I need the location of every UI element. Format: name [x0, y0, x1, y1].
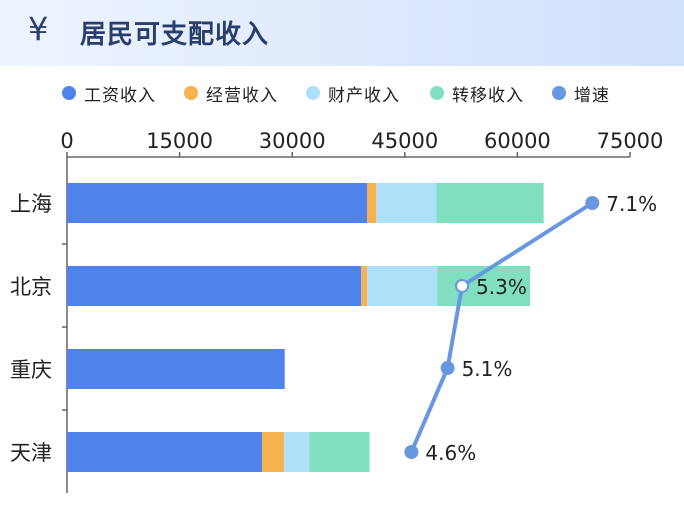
- bar-transfer: [436, 183, 544, 223]
- legend-swatch-business: [184, 86, 198, 100]
- growth-point: [404, 445, 419, 459]
- bar-property: [376, 183, 437, 223]
- growth-data-label: 4.6%: [425, 441, 476, 465]
- legend: 工资收入 经营收入 财产收入 转移收入 增速: [0, 78, 684, 108]
- bar-wage: [67, 349, 285, 389]
- legend-item-property: 财产收入: [306, 78, 400, 108]
- x-tick-label: 0: [60, 129, 73, 153]
- yen-icon: ¥: [28, 10, 49, 48]
- x-tick-label: 45000: [371, 129, 438, 153]
- bar-business: [367, 183, 377, 223]
- y-category-label: 北京: [10, 275, 52, 299]
- growth-point: [440, 361, 455, 375]
- legend-label-property: 财产收入: [328, 85, 400, 106]
- x-tick-label: 30000: [259, 129, 326, 153]
- bar-property: [367, 266, 438, 306]
- bar-business: [262, 432, 284, 472]
- legend-item-wage: 工资收入: [62, 78, 156, 108]
- y-category-label: 重庆: [10, 358, 52, 382]
- growth-data-label: 5.1%: [462, 357, 513, 381]
- legend-label-growth: 增速: [574, 85, 610, 106]
- growth-data-label: 7.1%: [606, 192, 657, 216]
- legend-item-business: 经营收入: [184, 78, 278, 108]
- header-bar: ¥ 居民可支配收入: [0, 0, 684, 66]
- legend-label-business: 经营收入: [206, 85, 278, 106]
- legend-swatch-property: [306, 86, 320, 100]
- legend-swatch-transfer: [430, 86, 444, 100]
- bar-wage: [67, 183, 368, 223]
- y-category-label: 上海: [10, 192, 52, 216]
- legend-item-growth: 增速: [552, 78, 610, 108]
- growth-point: [455, 279, 470, 293]
- growth-point: [585, 196, 600, 210]
- legend-label-transfer: 转移收入: [452, 85, 524, 106]
- bar-wage: [67, 432, 263, 472]
- legend-swatch-growth: [552, 86, 566, 100]
- legend-swatch-wage: [62, 86, 76, 100]
- bar-business: [361, 266, 368, 306]
- x-tick-label: 75000: [597, 129, 664, 153]
- bar-transfer: [309, 432, 370, 472]
- legend-item-transfer: 转移收入: [430, 78, 524, 108]
- page-title: 居民可支配收入: [80, 20, 270, 50]
- x-tick-label: 60000: [484, 129, 551, 153]
- bar-property: [283, 432, 310, 472]
- x-tick-label: 15000: [146, 129, 213, 153]
- growth-data-label: 5.3%: [476, 275, 527, 299]
- growth-line: [409, 201, 594, 453]
- bar-wage: [67, 266, 362, 306]
- legend-label-wage: 工资收入: [84, 85, 156, 106]
- y-category-label: 天津: [10, 441, 52, 465]
